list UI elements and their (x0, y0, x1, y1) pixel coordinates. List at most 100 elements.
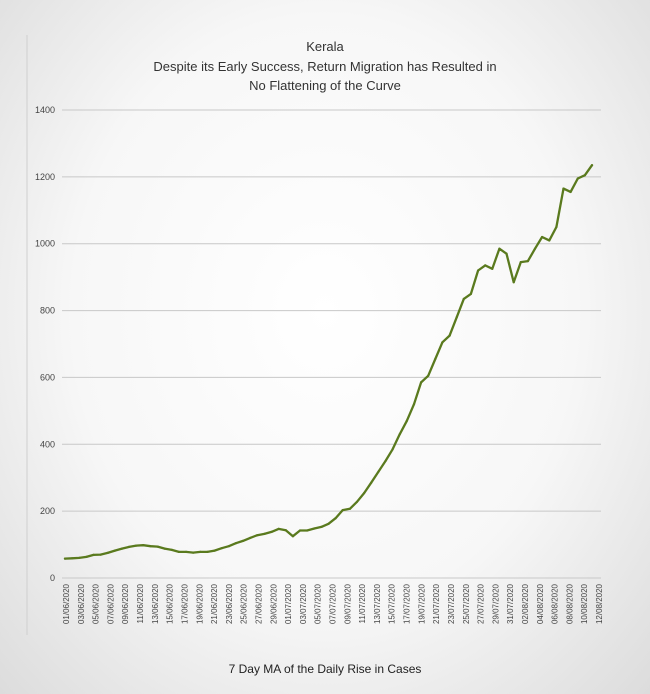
y-tick-label-1: 200 (40, 506, 55, 516)
x-tick-label-19: 09/07/2020 (343, 583, 352, 624)
data-point (512, 281, 515, 284)
data-point (441, 341, 444, 344)
x-tick-label-9: 19/06/2020 (195, 583, 204, 624)
data-point (477, 269, 480, 272)
y-axis: 0 200 400 600 800 1000 1200 1400 (35, 105, 55, 583)
data-point (142, 544, 145, 547)
x-tick-label-29: 29/07/2020 (491, 583, 500, 624)
chart-title: Kerala Despite its Early Success, Return… (153, 39, 496, 93)
x-tick-label-28: 27/07/2020 (477, 583, 486, 624)
data-point (405, 419, 408, 422)
x-tick-label-26: 23/07/2020 (447, 583, 456, 624)
data-point (106, 551, 109, 555)
x-tick-label-0: 01/06/2020 (62, 583, 71, 624)
data-point (85, 555, 88, 559)
title-line-1: Kerala (306, 39, 344, 54)
data-point (469, 292, 472, 295)
data-point (249, 536, 252, 540)
data-point (177, 550, 180, 554)
x-tick-label-22: 15/07/2020 (388, 583, 397, 624)
x-tick-label-23: 17/07/2020 (403, 583, 412, 624)
data-point (484, 264, 487, 267)
data-point (99, 553, 102, 556)
data-point (277, 527, 280, 531)
data-point (548, 239, 551, 242)
data-point (163, 547, 166, 550)
data-point (355, 500, 359, 503)
gridlines (62, 109, 601, 579)
data-point (526, 260, 530, 263)
series-line-0 (63, 164, 594, 560)
data-point (291, 535, 294, 538)
data-point (377, 470, 380, 473)
data-point (284, 529, 287, 532)
data-point (306, 529, 309, 532)
title-line-2: Despite its Early Success, Return Migrat… (153, 59, 496, 74)
data-point (120, 547, 124, 550)
x-tick-label-27: 25/07/2020 (462, 583, 471, 624)
x-tick-label-13: 27/06/2020 (254, 583, 263, 624)
data-point (348, 507, 351, 510)
data-point (569, 190, 572, 193)
title-line-3: No Flattening of the Curve (249, 78, 401, 93)
data-point (92, 553, 95, 557)
data-point (313, 527, 316, 530)
data-point (412, 403, 416, 406)
data-point (462, 297, 465, 300)
data-point (370, 481, 373, 484)
data-point (391, 448, 394, 451)
data-point (590, 164, 594, 167)
y-tick-label-7: 1400 (35, 105, 55, 115)
x-axis: 01/06/2020 03/06/2020 05/06/2020 07/06/2020… (62, 583, 604, 624)
data-point (533, 247, 537, 250)
data-point (270, 530, 273, 534)
x-tick-label-35: 10/08/2020 (580, 583, 589, 624)
data-point (185, 550, 188, 554)
x-tick-label-3: 07/06/2020 (106, 583, 115, 624)
x-tick-label-17: 05/07/2020 (314, 583, 323, 624)
data-point (320, 525, 323, 529)
data-point (199, 550, 202, 554)
x-tick-label-18: 07/07/2020 (329, 583, 338, 624)
data-point (341, 509, 344, 512)
y-tick-label-0: 0 (50, 573, 55, 583)
x-tick-label-10: 21/06/2020 (210, 583, 219, 624)
data-point (241, 539, 245, 543)
x-tick-label-14: 29/06/2020 (269, 583, 278, 624)
data-point (206, 550, 209, 554)
data-point (448, 334, 451, 337)
data-point (505, 252, 508, 255)
data-point (128, 545, 131, 549)
x-tick-label-32: 04/08/2020 (536, 583, 545, 624)
x-tick-label-36: 12/08/2020 (595, 583, 604, 624)
data-point (541, 235, 544, 239)
data-point (363, 492, 366, 495)
data-point (583, 174, 587, 177)
y-tick-label-6: 1200 (35, 172, 55, 182)
x-tick-label-24: 19/07/2020 (417, 583, 426, 624)
data-point (555, 225, 558, 229)
data-point (149, 545, 152, 548)
x-tick-label-15: 01/07/2020 (284, 583, 293, 624)
x-tick-label-6: 13/06/2020 (151, 583, 160, 624)
data-point (78, 556, 81, 560)
x-tick-label-7: 15/06/2020 (166, 583, 175, 624)
x-tick-label-5: 11/06/2020 (136, 583, 145, 623)
data-point (384, 459, 387, 463)
x-tick-label-4: 09/06/2020 (121, 583, 130, 624)
data-point (170, 548, 173, 552)
x-tick-label-21: 13/07/2020 (373, 583, 382, 624)
data-point (427, 374, 430, 377)
data-point (256, 534, 259, 537)
y-tick-label-2: 400 (40, 439, 55, 449)
data-point (334, 517, 337, 520)
data-point (227, 545, 230, 548)
data-point (234, 542, 237, 545)
y-tick-label-5: 1000 (35, 239, 55, 249)
data-point (420, 381, 423, 384)
data-point (298, 529, 302, 532)
x-tick-label-2: 05/06/2020 (92, 583, 101, 624)
data-point (220, 547, 223, 550)
x-tick-label-33: 06/08/2020 (551, 583, 560, 624)
data-point (576, 177, 579, 180)
